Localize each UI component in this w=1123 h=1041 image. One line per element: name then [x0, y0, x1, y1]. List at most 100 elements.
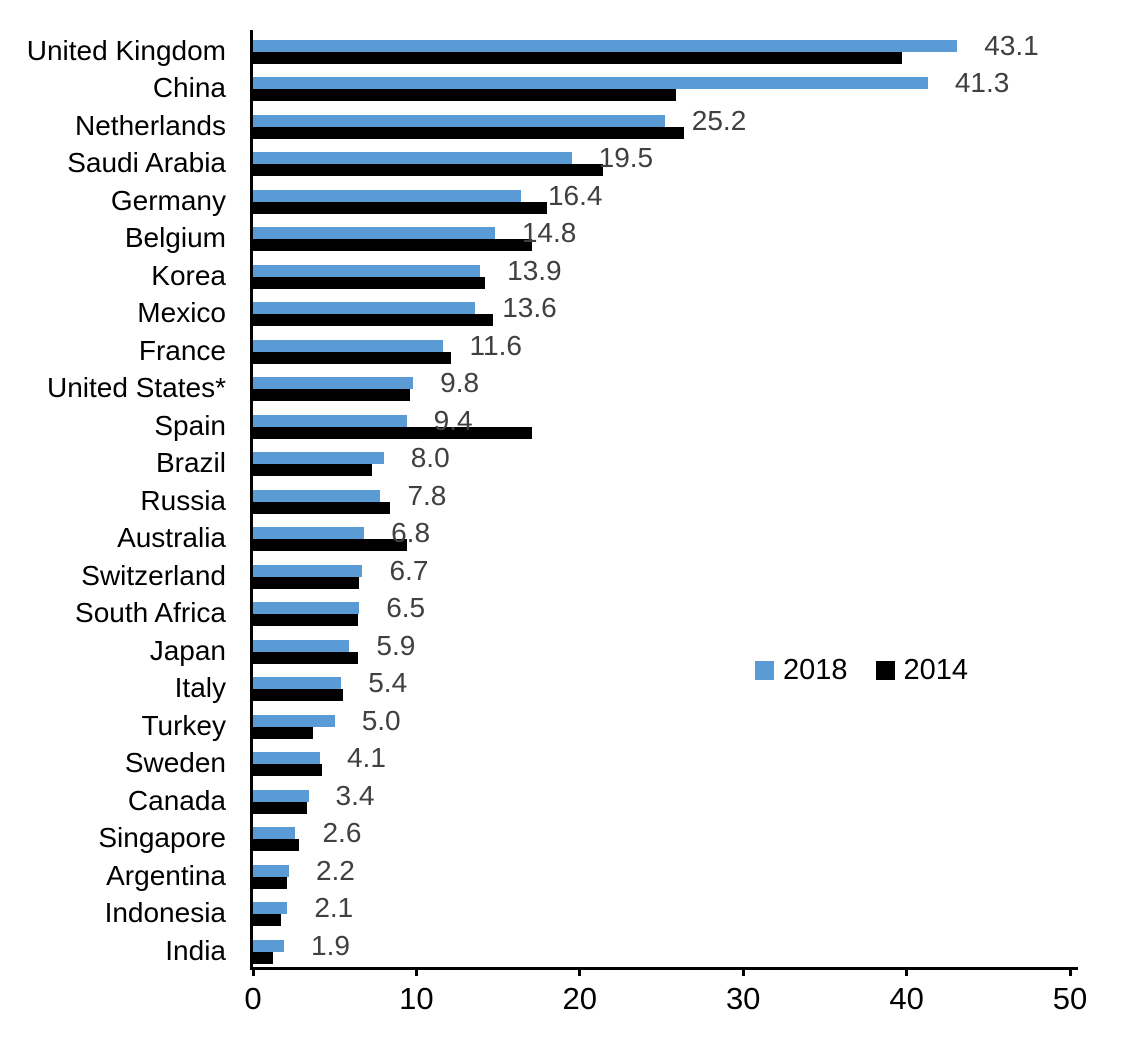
bar-2014	[253, 801, 307, 814]
bar-2018	[253, 339, 443, 352]
x-axis-tick-label: 0	[244, 981, 262, 1016]
x-axis-tick	[414, 967, 418, 976]
legend-swatch-2014-icon	[875, 660, 895, 680]
legend-item-2014: 2014	[875, 653, 969, 687]
value-label: 1.9	[311, 929, 350, 961]
category-label: Mexico	[137, 297, 226, 329]
value-label: 5.0	[361, 704, 401, 736]
bar-2018	[253, 77, 928, 90]
value-label: 6.5	[386, 592, 426, 624]
value-label: 5.4	[368, 667, 408, 699]
category-label: Switzerland	[81, 559, 226, 591]
bar-2018	[253, 939, 285, 952]
category-label: South Africa	[75, 597, 226, 629]
bar-2018	[253, 40, 958, 52]
category-label: Indonesia	[104, 897, 226, 929]
value-label: 4.1	[346, 742, 386, 774]
category-label: Korea	[151, 259, 226, 291]
category-label: Germany	[110, 184, 226, 216]
x-axis-tick-label: 10	[399, 981, 434, 1016]
value-label: 8.0	[410, 442, 450, 474]
category-axis-labels: United Kingdom China Netherlands Saudi Arab…	[0, 0, 228, 1041]
y-axis-line	[250, 30, 253, 970]
x-axis-tick-label: 50	[1052, 981, 1088, 1016]
category-label: France	[138, 334, 226, 366]
value-label: 13.6	[502, 292, 557, 324]
bar-2018	[253, 114, 665, 127]
bar-2014	[253, 914, 281, 927]
bar-2014	[253, 689, 343, 702]
category-label: Brazil	[155, 447, 226, 479]
bar-2014	[253, 501, 391, 514]
bar-2018	[253, 527, 365, 540]
bar-2018	[253, 489, 381, 502]
x-axis-line	[250, 967, 1078, 970]
category-label: Australia	[117, 522, 226, 554]
bar-2014	[253, 276, 486, 289]
bar-2018	[253, 602, 360, 615]
value-label: 25.2	[691, 104, 747, 136]
bar-2014	[253, 764, 322, 777]
x-axis-tick-label: 30	[725, 981, 761, 1016]
bar-2014	[253, 876, 288, 889]
category-label: India	[165, 934, 226, 966]
bar-2014	[253, 426, 533, 439]
bar-2018	[253, 677, 342, 690]
x-axis-tick-label: 40	[889, 981, 924, 1016]
bar-2018	[253, 564, 363, 577]
plot-area: 43.1 41.3 25.2 19.5 16.4 14.8 13.9 13.6 11.6 9.8 9…	[250, 30, 1078, 970]
value-label: 9.8	[440, 367, 480, 399]
bar-2018	[253, 302, 476, 315]
category-label: Saudi Arabia	[67, 147, 226, 179]
bar-2018	[253, 827, 296, 840]
bar-2014	[253, 164, 603, 177]
x-axis-tick-label: 20	[562, 981, 598, 1016]
bar-2014	[253, 351, 451, 364]
value-label: 13.9	[507, 254, 562, 286]
value-label: 6.7	[389, 554, 429, 586]
bar-2018	[253, 714, 335, 727]
category-label: Italy	[174, 672, 226, 704]
x-axis-tick	[578, 967, 582, 976]
value-label: 2.6	[322, 817, 362, 849]
value-label: 6.8	[391, 517, 431, 549]
bar-2018	[253, 189, 521, 202]
value-label: 2.2	[315, 854, 355, 886]
value-label: 11.6	[469, 329, 522, 361]
x-axis-tick	[741, 967, 745, 976]
category-label: Japan	[149, 634, 226, 666]
legend-item-2018: 2018	[755, 653, 848, 687]
value-label: 43.1	[984, 30, 1039, 61]
value-label: 14.8	[521, 217, 577, 249]
value-label: 5.9	[376, 629, 416, 661]
x-axis-tick	[251, 967, 255, 976]
bar-2018	[253, 227, 495, 240]
bar-2018	[253, 864, 289, 877]
bar-2018	[253, 414, 407, 427]
bar-2018	[253, 452, 384, 465]
category-label: Singapore	[98, 822, 226, 854]
bar-2014	[253, 89, 677, 102]
value-label: 16.4	[547, 179, 603, 211]
bar-2018	[253, 377, 414, 390]
category-label: Spain	[154, 409, 226, 441]
legend-label-2014: 2014	[903, 654, 969, 686]
category-label: Belgium	[124, 222, 226, 254]
bar-2014	[253, 839, 299, 852]
bar-2014	[253, 126, 685, 139]
category-label: China	[152, 72, 226, 104]
category-label: United Kingdom	[26, 35, 226, 66]
value-label: 19.5	[598, 142, 654, 174]
legend: 2018 2014	[755, 653, 968, 687]
bar-2018	[253, 752, 320, 765]
category-label: Netherlands	[75, 109, 226, 141]
bar-2014	[253, 52, 902, 64]
bar-2018	[253, 902, 288, 915]
value-label: 41.3	[954, 67, 1010, 99]
bar-2014	[253, 464, 373, 477]
x-axis-tick	[1068, 967, 1072, 976]
category-label: Canada	[127, 784, 226, 816]
category-label: Sweden	[124, 747, 226, 779]
category-label: United States*	[47, 372, 226, 404]
